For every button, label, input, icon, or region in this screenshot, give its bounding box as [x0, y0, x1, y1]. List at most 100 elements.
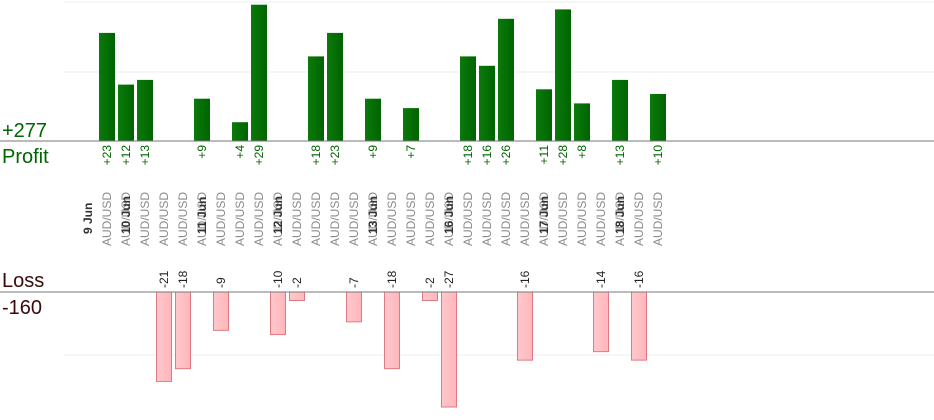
loss-value-label: -9	[214, 277, 228, 288]
loss-value-label: -16	[518, 270, 532, 288]
loss-bars	[156, 291, 647, 408]
profit-bar	[555, 9, 571, 142]
pair-label: AUD/USD	[537, 192, 551, 246]
loss-bar	[213, 291, 229, 331]
profit-bars	[99, 4, 666, 142]
profit-value-label: +28	[556, 145, 570, 166]
profit-value-label: +7	[404, 145, 418, 159]
pair-label: AUD/USD	[252, 192, 266, 246]
pair-label: AUD/USD	[613, 192, 627, 246]
pair-label: AUD/USD	[100, 192, 114, 246]
loss-bar	[441, 291, 457, 408]
date-label: 18 Jun	[613, 196, 627, 234]
pair-label: AUD/USD	[157, 192, 171, 246]
profit-value-label: +23	[100, 145, 114, 166]
profit-bar	[498, 18, 514, 141]
profit-value-label: +13	[138, 145, 152, 166]
loss-value-label: -21	[157, 270, 171, 288]
loss-value-label: -16	[632, 270, 646, 288]
loss-total: -160	[2, 297, 42, 319]
loss-value-label: -10	[271, 270, 285, 288]
pair-label: AUD/USD	[385, 192, 399, 246]
profit-bar	[327, 32, 343, 141]
pair-label: AUD/USD	[556, 192, 570, 246]
loss-bar	[422, 291, 438, 302]
profit-bar	[479, 65, 495, 141]
pair-label: AUD/USD	[442, 192, 456, 246]
date-label: 17 Jun	[537, 196, 551, 234]
pair-label: AUD/USD	[290, 192, 304, 246]
loss-bar	[289, 291, 305, 302]
loss-bar	[631, 291, 647, 361]
profit-value-label: +18	[461, 145, 475, 166]
profit-value-label: +16	[480, 145, 494, 166]
pair-label: AUD/USD	[309, 192, 323, 246]
pair-label: AUD/USD	[233, 192, 247, 246]
loss-value-label: -2	[423, 277, 437, 288]
pair-label: AUD/USD	[461, 192, 475, 246]
loss-bar	[593, 291, 609, 353]
profit-bar	[536, 89, 552, 141]
profit-value-label: +12	[119, 145, 133, 166]
profit-bar	[99, 32, 115, 141]
pair-label: AUD/USD	[594, 192, 608, 246]
profit-total: +277	[2, 120, 47, 142]
pair-label: AUD/USD	[138, 192, 152, 246]
value-labels: +23 AUD/USD +12 AUD/USD +13 AUD/USD -21 AUD/USD…	[81, 145, 665, 288]
pair-label: AUD/USD	[366, 192, 380, 246]
date-label: 16 Jun	[442, 196, 456, 234]
date-label: 9 Jun	[81, 203, 95, 234]
pair-label: AUD/USD	[499, 192, 513, 246]
profit-value-label: +10	[651, 145, 665, 166]
profit-bar	[194, 98, 210, 141]
profit-bar	[251, 4, 267, 142]
profit-value-label: +29	[252, 145, 266, 166]
pair-label: AUD/USD	[404, 192, 418, 246]
profit-bar	[137, 79, 153, 141]
profit-value-label: +23	[328, 145, 342, 166]
profit-bar	[232, 122, 248, 141]
profit-bar	[308, 56, 324, 141]
pair-label: AUD/USD	[176, 192, 190, 246]
pair-label: AUD/USD	[518, 192, 532, 246]
loss-title: Loss	[2, 270, 44, 292]
profit-value-label: +13	[613, 145, 627, 166]
loss-value-label: -18	[176, 270, 190, 288]
profit-bar	[460, 56, 476, 141]
date-label: 11 Jun	[195, 197, 209, 234]
loss-bar	[346, 291, 362, 323]
profit-value-label: +18	[309, 145, 323, 166]
profit-value-label: +9	[195, 145, 209, 159]
profit-value-label: +11	[537, 145, 551, 165]
date-label: 12 Jun	[271, 196, 285, 234]
pair-label: AUD/USD	[195, 192, 209, 246]
profit-bar	[118, 84, 134, 141]
pair-label: AUD/USD	[271, 192, 285, 246]
loss-value-label: -7	[347, 277, 361, 288]
pair-label: AUD/USD	[328, 192, 342, 246]
loss-bar	[175, 291, 191, 370]
pair-label: AUD/USD	[632, 192, 646, 246]
loss-bar	[270, 291, 286, 336]
profit-value-label: +4	[233, 145, 247, 159]
profit-title: Profit	[2, 146, 49, 168]
date-label: 10 Jun	[119, 196, 133, 234]
loss-bar	[517, 291, 533, 361]
loss-value-label: -18	[385, 270, 399, 288]
pair-label: AUD/USD	[423, 192, 437, 246]
profit-bar	[403, 108, 419, 141]
loss-value-label: -27	[442, 270, 456, 288]
loss-bar	[156, 291, 172, 382]
pair-label: AUD/USD	[214, 192, 228, 246]
profit-bar	[574, 103, 590, 141]
pair-label: AUD/USD	[651, 192, 665, 246]
loss-value-label: -2	[290, 277, 304, 288]
pair-label: AUD/USD	[480, 192, 494, 246]
date-label: 13 Jun	[366, 196, 380, 234]
profit-bar	[365, 98, 381, 141]
profit-value-label: +26	[499, 145, 513, 166]
pair-label: AUD/USD	[347, 192, 361, 246]
profit-value-label: +9	[366, 145, 380, 159]
loss-value-label: -14	[594, 270, 608, 288]
